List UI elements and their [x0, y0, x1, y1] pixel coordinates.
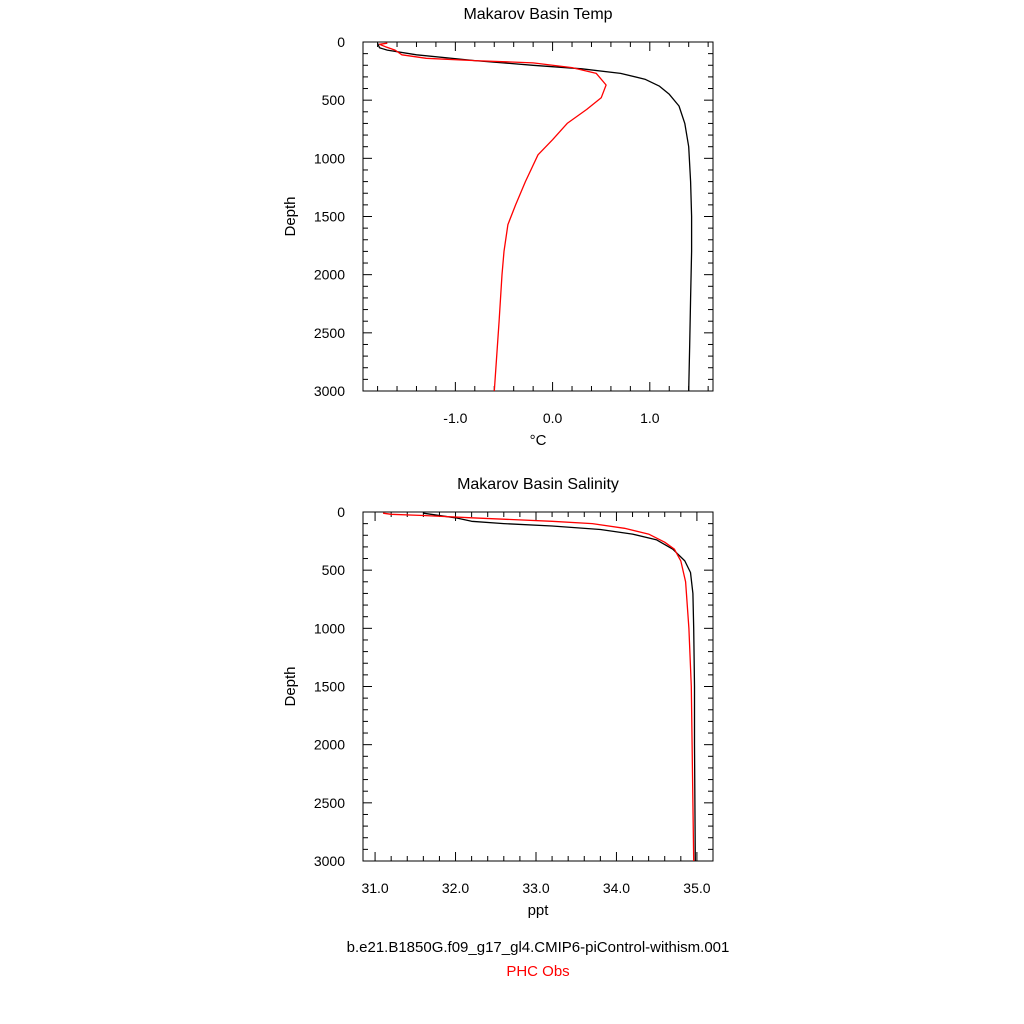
temp-x-axis-label: °C	[530, 432, 547, 449]
salinity-y-tick-label: 2500	[314, 795, 345, 811]
temp-x-tick-label: 0.0	[543, 410, 563, 426]
salinity-y-axis-label: Depth	[282, 666, 299, 706]
salinity-plot-frame	[362, 511, 714, 862]
temp-y-axis-label: Depth	[282, 196, 299, 236]
salinity-x-tick-label: 34.0	[603, 880, 630, 896]
salinity-y-tick-label: 500	[322, 562, 346, 578]
salinity-y-tick-label: 1500	[314, 679, 345, 695]
salinity-x-tick-label: 33.0	[522, 880, 549, 896]
temp-plot-frame	[362, 41, 714, 392]
salinity-x-tick-label: 35.0	[683, 880, 710, 896]
temp-title: Makarov Basin Temp	[463, 6, 612, 23]
salinity-model-line	[423, 512, 696, 862]
legend-obs-name: PHC Obs	[506, 963, 570, 980]
salinity-y-tick-label: 3000	[314, 853, 345, 869]
salinity-y-tick-label: 1000	[314, 620, 345, 636]
temperature-panel: Makarov Basin Temp Depth °C 0 500 1000 1500 200…	[282, 6, 714, 449]
temp-x-tick-label: -1.0	[443, 410, 467, 426]
temp-y-tick-label: 0	[337, 34, 345, 50]
salinity-y-tick-label: 2000	[314, 737, 345, 753]
legend: b.e21.B1850G.f09_g17_gl4.CMIP6-piControl…	[0, 936, 1024, 984]
salinity-x-tick-label: 31.0	[361, 880, 388, 896]
salinity-y-tick-label: 0	[337, 504, 345, 520]
legend-case-name: b.e21.B1850G.f09_g17_gl4.CMIP6-piControl…	[346, 939, 730, 956]
temp-model-line	[376, 42, 693, 392]
temp-obs-line	[378, 42, 607, 392]
salinity-title: Makarov Basin Salinity	[457, 476, 619, 493]
temp-y-tick-label: 2000	[314, 267, 345, 283]
salinity-obs-line	[383, 512, 695, 862]
salinity-x-axis-label: ppt	[528, 902, 550, 919]
temp-y-tick-label: 2500	[314, 325, 345, 341]
temp-y-tick-label: 500	[322, 92, 346, 108]
temp-y-tick-label: 1000	[314, 150, 345, 166]
temp-y-tick-label: 1500	[314, 209, 345, 225]
salinity-x-tick-label: 32.0	[442, 880, 469, 896]
temp-x-tick-label: 1.0	[640, 410, 660, 426]
temp-y-tick-label: 3000	[314, 383, 345, 399]
salinity-panel: Makarov Basin Salinity Depth ppt 0 500 1000 15…	[282, 476, 714, 919]
